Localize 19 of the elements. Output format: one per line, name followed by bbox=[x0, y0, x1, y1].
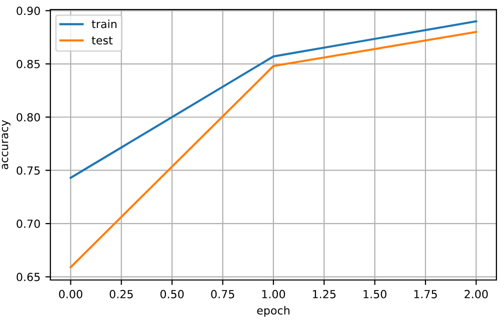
x-tick-label: 1.25 bbox=[312, 290, 336, 298]
x-axis-title: epoch bbox=[257, 306, 290, 317]
x-tick-label: 0.25 bbox=[110, 290, 133, 298]
x-tick-label: 2.00 bbox=[464, 290, 488, 298]
y-tick-label: 0.90 bbox=[16, 6, 40, 16]
x-tick-label: 1.75 bbox=[414, 290, 437, 298]
y-tick-label: 0.70 bbox=[16, 220, 40, 228]
y-tick-label: 0.75 bbox=[16, 166, 40, 175]
x-tick-label: 0.50 bbox=[160, 290, 184, 298]
x-tick-label: 0.75 bbox=[211, 290, 234, 298]
x-tick-label: 1.50 bbox=[364, 290, 386, 298]
y-tick-label: 0.85 bbox=[16, 60, 40, 68]
y-axis-title: accuracy bbox=[2, 120, 10, 170]
x-tick-label: 0.00 bbox=[59, 290, 82, 298]
legend-label: test bbox=[92, 36, 113, 45]
x-tick-label: 1.00 bbox=[262, 290, 286, 298]
y-tick-label: 0.65 bbox=[16, 272, 40, 282]
legend-label: train bbox=[92, 20, 116, 28]
y-tick-label: 0.80 bbox=[16, 113, 40, 122]
